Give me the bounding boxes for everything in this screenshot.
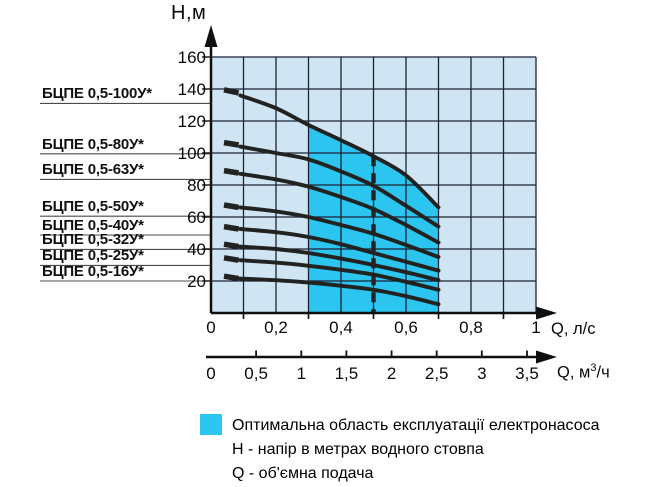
x-axis-primary-arrow [536,306,557,320]
curve-path-1 [238,144,441,229]
x2-tick-label: 2 [387,364,396,383]
y-axis-arrow [204,25,218,47]
legend-row-optimal-region: Оптимальна область експлуатації електрон… [200,414,600,438]
x-tick-label: 0,2 [264,318,288,337]
pump-label-1: БЦПЕ 0,5-80У* [42,135,144,153]
y-tick-label: 120 [178,112,206,131]
x2-tick-label: 3 [477,364,486,383]
pump-curve-1 [223,139,441,229]
x2-tick-label: 2,5 [425,364,449,383]
curve-start-dash-2 [223,167,240,176]
pump-label-3: БЦПЕ 0,5-50У* [42,198,144,216]
x-axis-secondary-label-sup: 3 [590,362,597,374]
pump-label-6: БЦПЕ 0,5-25У* [42,247,144,265]
y-tick-label: 100 [178,144,206,163]
curve-path-3 [238,205,441,259]
x-axis-secondary-label-prefix: Q, м [557,363,591,382]
pump-curve-3 [223,202,441,259]
y-tick-label: 140 [178,80,206,99]
curve-start-dash-7 [223,273,240,282]
legend: Оптимальна область експлуатації електрон… [200,414,600,486]
x-tick-label: 1 [531,318,540,337]
x-axis-secondary-arrow [536,350,557,364]
curve-path-5 [238,244,441,283]
chart-canvas: 20 40 60 80 100 120 140 160 0 0,2 0,4 0,6 0,8 1 0 0,5 1 1… [40,25,557,383]
pump-label-4: БЦПЕ 0,5-40У* [42,217,144,234]
x2-tick-label: 1 [297,364,306,383]
pump-curve-4 [223,223,441,273]
curve-start-dash-6 [223,255,240,263]
curve-start-dash-4 [223,223,240,232]
curve-path-6 [238,258,441,292]
pump-label-0: БЦПЕ 0,5-100У* [42,85,152,103]
y-tick-label: 40 [187,240,206,259]
x-axis-primary-label: Q, л/с [551,320,596,338]
y-tick-label: 80 [187,176,206,195]
y-axis-label: Н,м [171,2,207,24]
pump-label-5: БЦПЕ 0,5-32У* [42,231,144,249]
x-tick-label: 0 [206,318,215,337]
x2-tick-label: 0,5 [244,364,268,383]
x2-tick-label: 3,5 [515,364,539,383]
pump-curve-7 [223,273,441,307]
pump-curve-6 [223,255,441,292]
curve-path-4 [238,227,441,273]
x2-tick-label: 1,5 [335,364,359,383]
legend-item-flow-definition: Q - об'ємна подача [232,465,374,482]
x-tick-label: 0,4 [329,318,353,337]
curve-start-dash-0 [223,87,240,96]
x-tick-label: 0,6 [394,318,418,337]
pump-curve-5 [223,241,441,283]
y-tick-label: 60 [187,208,206,227]
pump-curve-2 [223,167,441,245]
pump-label-2: БЦПЕ 0,5-63У* [42,161,144,179]
curve-start-dash-3 [223,202,240,211]
x-axis-secondary-label-suffix: /ч [596,363,610,382]
x-tick-label: 0,8 [459,318,483,337]
curve-path-7 [238,276,441,307]
y-tick-label: 160 [178,48,206,67]
curve-start-dash-1 [223,139,240,148]
y-tick-label: 20 [187,272,206,291]
curve-path-2 [238,171,441,245]
x2-tick-label: 0 [206,364,215,383]
curve-start-dash-5 [223,241,240,250]
optimal-region-swatch [200,414,222,435]
axes [204,25,557,364]
pump-label-7: БЦПЕ 0,5-16У* [42,263,144,280]
curve-path-0 [238,93,441,210]
legend-item-optimal-region: Оптимальна область експлуатації електрон… [232,417,600,434]
x-axis-secondary-label: Q, м3/ч [557,362,610,383]
pump-curve-0 [223,87,441,210]
legend-item-head-definition: Н - напір в метрах водного стовпа [232,441,484,458]
